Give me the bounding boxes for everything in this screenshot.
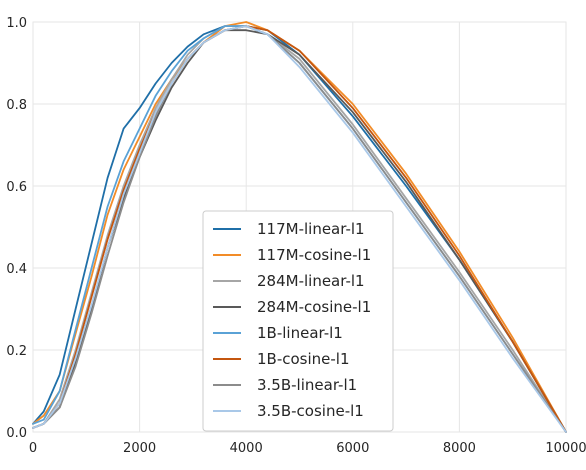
legend-label: 284M-cosine-l1 (257, 298, 371, 316)
series-line-117M-linear-l1 (32, 25, 567, 433)
x-tick-label: 10000 (545, 441, 586, 456)
y-tick-label: 1.0 (6, 16, 27, 31)
x-tick-label: 2000 (123, 441, 156, 456)
legend-label: 284M-linear-l1 (257, 272, 365, 290)
legend-label: 117M-linear-l1 (257, 220, 365, 238)
y-tick-label: 0.4 (6, 262, 27, 277)
legend-box (202, 210, 394, 432)
series-line-3.5B-cosine-l1 (32, 25, 567, 433)
plot-area (32, 21, 567, 433)
x-tick-label: 6000 (336, 441, 369, 456)
x-tick-label: 8000 (443, 441, 476, 456)
y-axis-ticks: 0.0 0.2 0.4 0.6 0.8 1.0 (6, 16, 27, 441)
legend-label: 117M-cosine-l1 (257, 246, 371, 264)
legend: 117M-linear-l1 117M-cosine-l1 284M-linear-… (202, 210, 394, 432)
x-axis-ticks: 0 2000 4000 6000 8000 10000 (29, 441, 586, 456)
y-tick-label: 0.2 (6, 344, 27, 359)
series-line-284M-cosine-l1 (32, 29, 567, 433)
series-layer (32, 21, 567, 433)
x-tick-label: 0 (29, 441, 37, 456)
legend-label: 1B-cosine-l1 (257, 350, 350, 368)
y-tick-label: 0.6 (6, 180, 27, 195)
legend-label: 3.5B-linear-l1 (257, 376, 357, 394)
legend-label: 1B-linear-l1 (257, 324, 343, 342)
series-line-284M-linear-l1 (32, 25, 567, 433)
y-tick-label: 0.8 (6, 98, 27, 113)
y-tick-label: 0.0 (6, 426, 27, 441)
legend-label: 3.5B-cosine-l1 (257, 402, 364, 420)
x-tick-label: 4000 (230, 441, 263, 456)
